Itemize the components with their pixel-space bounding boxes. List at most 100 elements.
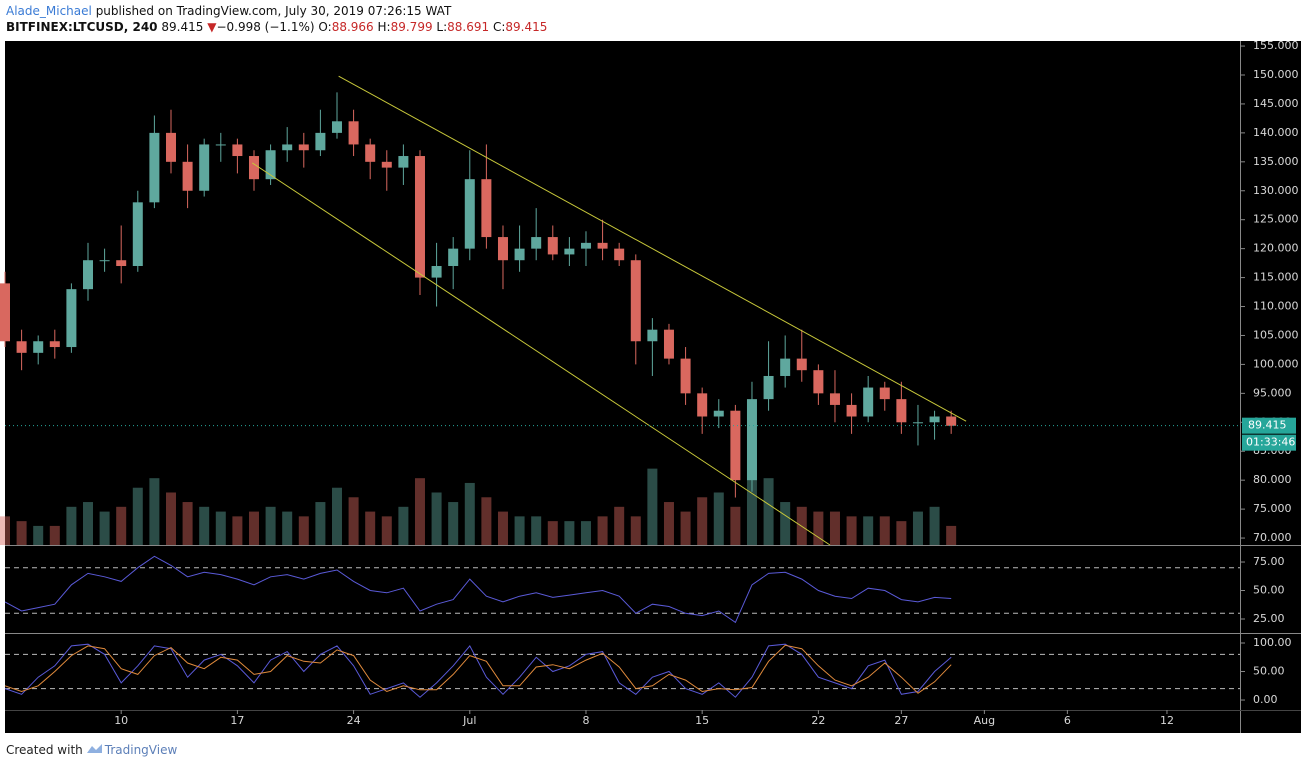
volume-bar [82, 502, 93, 545]
candle-body [946, 416, 957, 426]
y-tick-label: 75.00 [1253, 555, 1285, 568]
last: 89.415 [161, 20, 204, 34]
symbol-line: BITFINEX:LTCUSD, 240 89.415 ▼−0.998 (−1.… [6, 19, 547, 35]
volume-bar [265, 506, 276, 545]
candle-body [215, 144, 226, 146]
volume-bar [481, 497, 492, 545]
candle-body [331, 121, 342, 133]
volume-bar [315, 502, 326, 545]
volume-bar [398, 506, 409, 545]
x-tick-label: 6 [1064, 714, 1071, 727]
x-tick-label: 17 [230, 714, 244, 727]
volume-bar [829, 511, 840, 545]
volume-bar [49, 525, 60, 545]
y-tick-label: 135.000 [1253, 155, 1299, 168]
y-tick-label: 140.000 [1253, 126, 1299, 139]
brand[interactable]: TradingView [104, 743, 178, 757]
candle-body [614, 248, 625, 261]
y-tick-label: 115.000 [1253, 271, 1299, 284]
candle-body [431, 266, 442, 278]
y-tick-label: 150.000 [1253, 68, 1299, 81]
volume-bar [199, 506, 210, 545]
candle-body [116, 260, 127, 267]
y-tick-label: 70.000 [1253, 531, 1292, 544]
author[interactable]: Alade_Michael [6, 4, 92, 18]
candle-body [912, 422, 923, 424]
volume-bar [514, 516, 525, 545]
candle-body [846, 404, 857, 417]
volume-bar [780, 502, 791, 545]
x-tick-label: 24 [347, 714, 361, 727]
volume-bar [663, 502, 674, 545]
volume-bar [331, 487, 342, 545]
candle-body [663, 329, 674, 359]
volume-bar [813, 511, 824, 545]
candle-body [713, 410, 724, 417]
trendline [252, 162, 831, 546]
volume-bar [365, 511, 376, 545]
y-tick-label: 50.00 [1253, 665, 1285, 678]
candle-body [365, 144, 376, 162]
candle-body [414, 156, 425, 278]
footer: Created with TradingView [6, 742, 177, 757]
volume-bar [746, 459, 757, 545]
volume-bar [630, 516, 641, 545]
volume-bar [431, 492, 442, 545]
x-tick-label: 22 [811, 714, 825, 727]
volume-bar [99, 511, 110, 545]
candle-body [813, 370, 824, 394]
volume-bar [597, 516, 608, 545]
ohlc-key: H: [377, 20, 391, 34]
logo [86, 744, 102, 753]
volume-bar [182, 502, 193, 545]
x-tick-label: 15 [695, 714, 709, 727]
published: published on TradingView.com, July 30, 2… [95, 4, 452, 18]
volume-bar [348, 497, 359, 545]
candle-body [182, 161, 193, 191]
candle-body [580, 242, 591, 249]
candle-body [547, 237, 558, 255]
candle-body [697, 393, 708, 417]
y-tick-label: 100.000 [1253, 357, 1299, 370]
candle-body [165, 132, 176, 162]
volume-bar [132, 487, 143, 545]
change: −0.998 (−1.1%) [216, 20, 315, 34]
y-tick-label: 50.00 [1253, 584, 1285, 597]
candle-body [149, 132, 160, 203]
y-tick-label: 125.000 [1253, 213, 1299, 226]
y-tick-label: 100.00 [1253, 636, 1292, 649]
volume-bar [946, 525, 957, 545]
volume-bar [464, 482, 475, 545]
candle-body [630, 260, 641, 342]
x-tick-label: 8 [582, 714, 589, 727]
candle-body [381, 161, 392, 168]
candle-body [497, 237, 508, 261]
candle-body [829, 393, 840, 405]
volume-bar [531, 516, 542, 545]
candle-body [298, 144, 309, 151]
y-tick-label: 25.00 [1253, 612, 1285, 625]
volume-bar [165, 492, 176, 545]
candle-body [82, 260, 93, 290]
y-tick-label: 75.000 [1253, 502, 1292, 515]
last-price-tag [1242, 417, 1296, 434]
candle-body [680, 358, 691, 394]
volume-bar [547, 521, 558, 545]
indicator-line [4, 555, 952, 624]
indicator-line [4, 644, 952, 694]
y-tick-label: 145.000 [1253, 97, 1299, 110]
volume-bar [298, 516, 309, 545]
volume-bar [248, 511, 259, 545]
last-price-label: 89.415 [1248, 419, 1287, 432]
candle-body [282, 144, 293, 151]
volume-bar [149, 478, 160, 545]
candle-body [315, 132, 326, 151]
y-tick-label: 110.000 [1253, 300, 1299, 313]
candle-body [232, 144, 243, 157]
volume-bar [580, 521, 591, 545]
volume-bar [381, 516, 392, 545]
candle-body [49, 341, 60, 348]
volume-bar [879, 516, 890, 545]
candle-body [929, 416, 940, 423]
